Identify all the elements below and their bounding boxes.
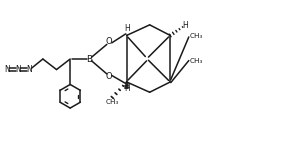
Text: CH₃: CH₃ <box>106 99 119 105</box>
Text: N: N <box>4 65 10 74</box>
Text: H: H <box>124 24 130 33</box>
Text: N: N <box>26 65 32 74</box>
Text: H: H <box>124 84 130 93</box>
Text: CH₃: CH₃ <box>190 58 203 64</box>
Text: N: N <box>15 65 21 74</box>
Text: CH₃: CH₃ <box>190 33 203 39</box>
Text: B: B <box>86 55 93 63</box>
Text: H: H <box>183 21 188 30</box>
Text: O: O <box>106 37 113 46</box>
Text: O: O <box>106 72 113 81</box>
